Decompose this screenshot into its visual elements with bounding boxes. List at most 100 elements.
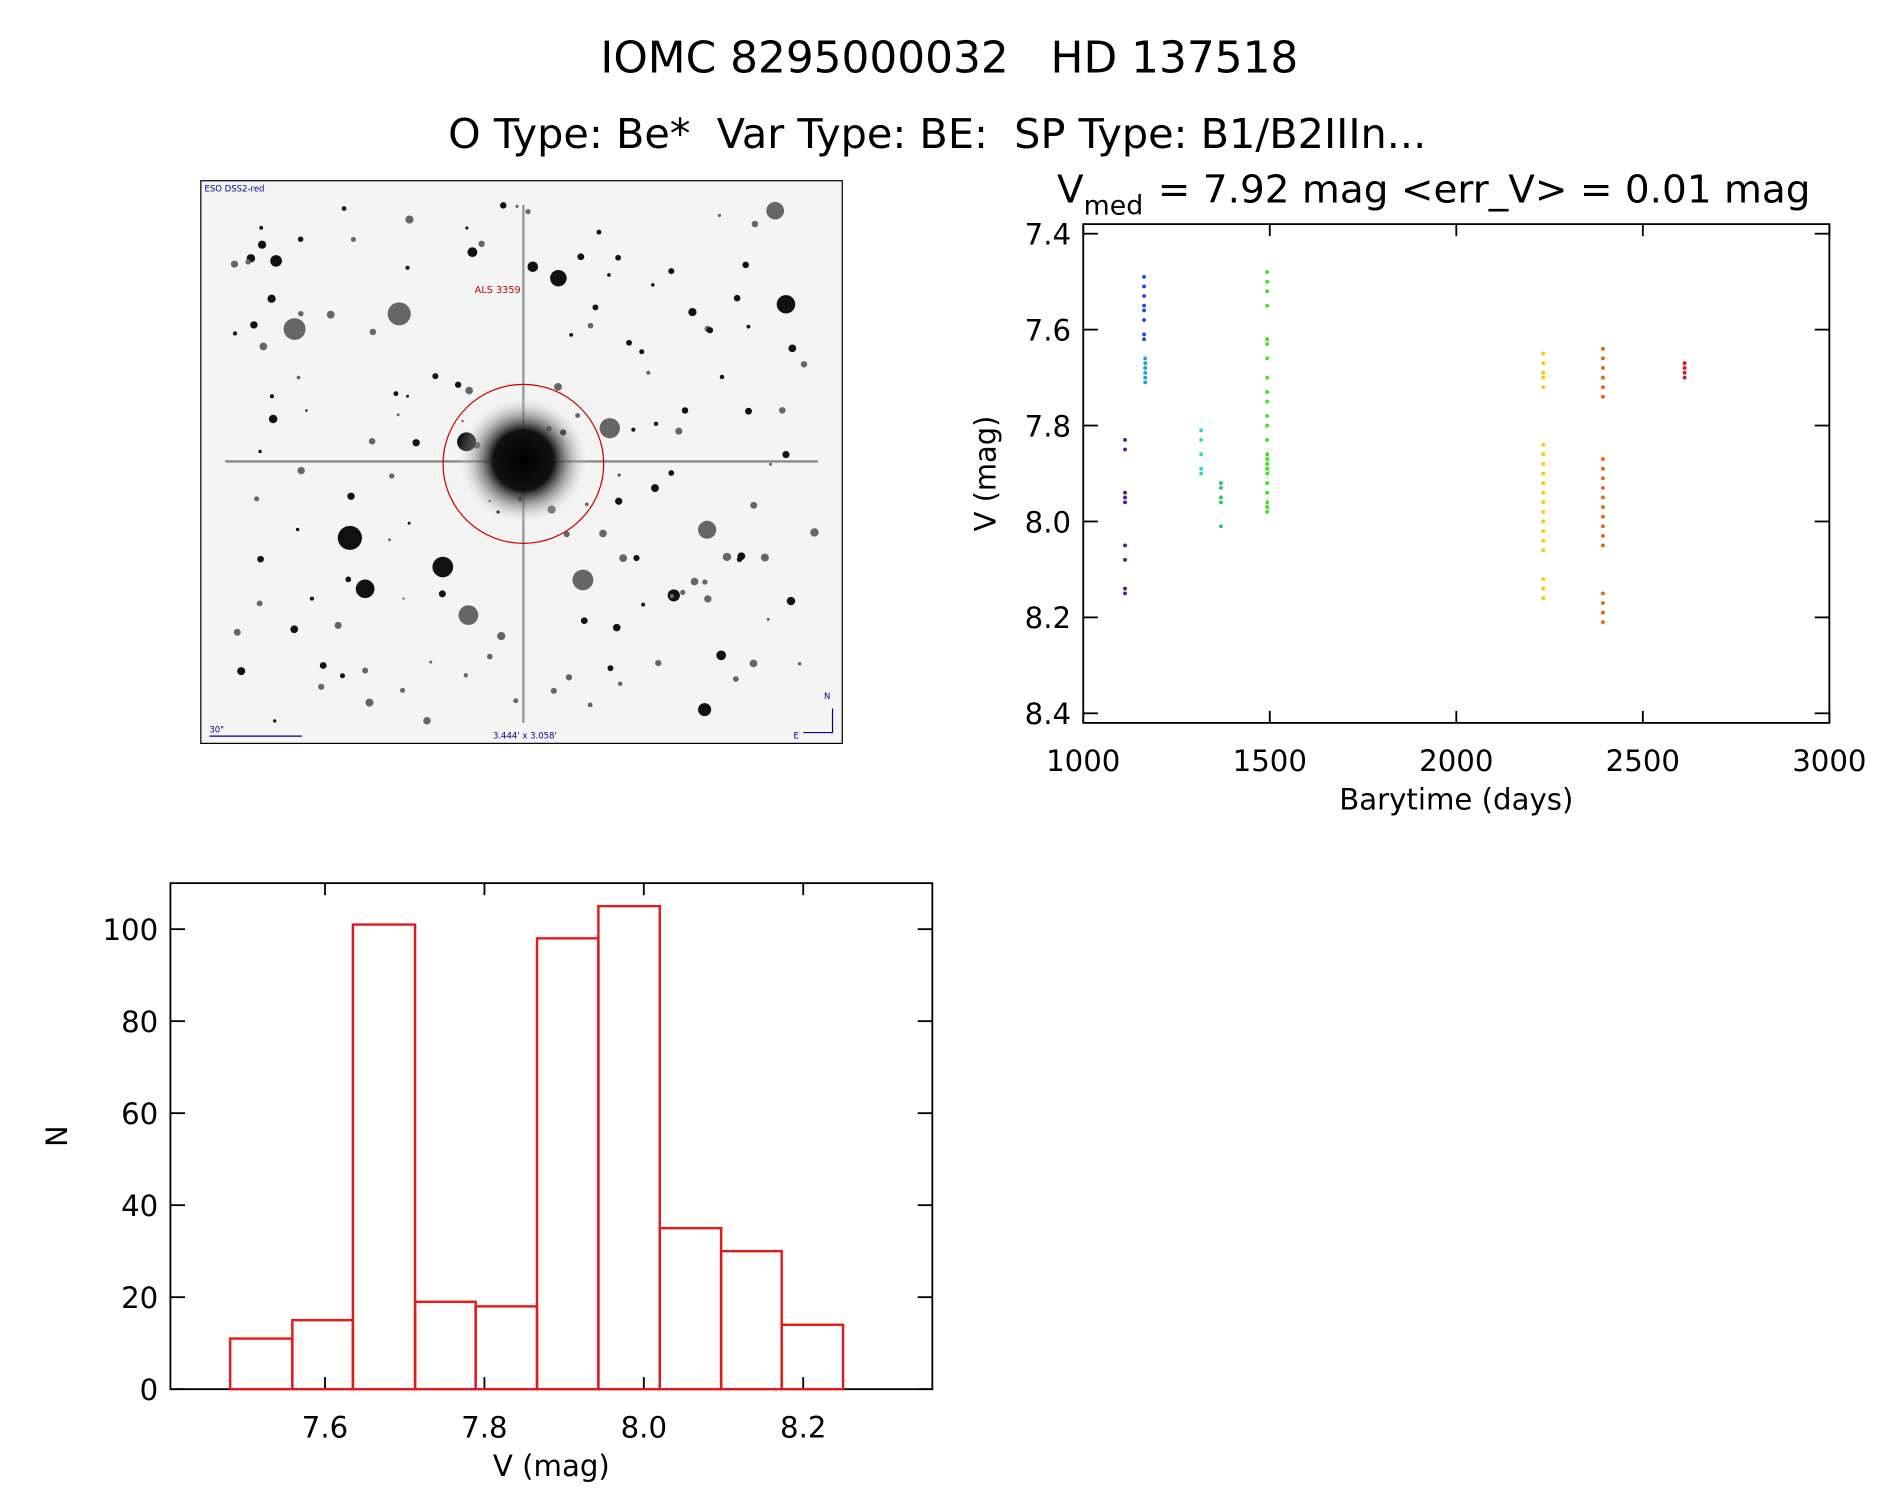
field-star [463, 673, 469, 678]
field-star [572, 569, 594, 591]
field-star [318, 683, 325, 690]
field-star [680, 589, 686, 596]
point [1541, 500, 1546, 505]
point [1541, 586, 1546, 591]
point [1123, 490, 1127, 495]
point [1541, 452, 1546, 457]
field-star [655, 659, 662, 667]
point [1541, 375, 1546, 380]
field-star [669, 593, 675, 599]
point [1265, 471, 1270, 476]
x-tick-label: 3000 [1792, 744, 1866, 778]
field-star [458, 605, 479, 625]
point [1265, 356, 1270, 361]
field-star [584, 502, 589, 507]
field-star [617, 473, 621, 477]
field-star [339, 673, 345, 679]
field-star [592, 304, 599, 311]
field-star [405, 215, 414, 224]
point [1265, 279, 1270, 284]
field-star [337, 525, 362, 550]
point [1142, 284, 1147, 289]
field-star [646, 370, 651, 375]
field-star [641, 602, 646, 607]
field-star [270, 255, 282, 267]
point [1600, 476, 1605, 481]
field-star [527, 261, 539, 272]
field-star [497, 632, 506, 641]
y-tick-label: 0 [140, 1373, 159, 1407]
field-star [737, 552, 746, 561]
y-tick-label: 7.6 [1025, 314, 1071, 348]
field-star [782, 451, 790, 459]
point [1541, 471, 1546, 476]
point [1265, 481, 1270, 486]
point [1541, 461, 1546, 466]
field-star [467, 247, 478, 258]
point [1600, 505, 1605, 510]
point [1143, 356, 1148, 361]
x-tick-label: 8.2 [780, 1411, 826, 1445]
point [1265, 509, 1270, 514]
object-label: ALS 3359 [475, 285, 521, 296]
y-tick-label: 8.2 [1025, 601, 1071, 635]
field-star [631, 427, 636, 432]
field-star [580, 617, 588, 625]
field-star [438, 590, 446, 598]
point [1123, 447, 1127, 452]
point [1541, 577, 1546, 581]
field-star [387, 302, 411, 326]
point [1143, 361, 1148, 366]
point [1123, 586, 1127, 591]
point [1600, 543, 1605, 548]
point [1123, 557, 1127, 562]
field-star [716, 650, 727, 661]
field-star [797, 661, 802, 666]
point [1143, 370, 1148, 375]
compass [803, 708, 834, 734]
field-star [587, 702, 593, 708]
point [1541, 370, 1546, 375]
field-star [702, 579, 708, 585]
field-star [347, 492, 355, 500]
point [1600, 385, 1605, 390]
point [1142, 332, 1147, 337]
hist-bar [474, 1305, 539, 1391]
field-star [402, 597, 405, 600]
field-star [267, 294, 276, 303]
field-star [256, 600, 263, 607]
field-star [309, 596, 314, 601]
field-star [334, 621, 342, 629]
field-star [633, 554, 640, 562]
x-axis-label: V (mag) [493, 1449, 610, 1483]
point [1600, 346, 1605, 351]
point [1265, 500, 1270, 505]
plot-frame [1082, 223, 1831, 724]
field-star [569, 332, 574, 337]
field-star [295, 527, 300, 532]
field-star [405, 265, 410, 270]
point [1143, 380, 1148, 385]
hist-bar [780, 1323, 845, 1391]
field-star [230, 260, 239, 268]
field-star [499, 202, 507, 209]
field-star [653, 421, 659, 427]
y-tick-label: 100 [102, 913, 158, 947]
point [1265, 270, 1270, 274]
field-star [760, 553, 769, 562]
x-tick-label: 1500 [1233, 744, 1307, 778]
field-star [257, 240, 267, 249]
field-star [800, 361, 808, 368]
field-star [298, 310, 304, 317]
point [1600, 466, 1605, 471]
field-star [746, 324, 751, 329]
point [1142, 274, 1147, 279]
field-star [319, 662, 327, 669]
field-star [389, 473, 395, 479]
field-star [575, 413, 581, 418]
point [1142, 308, 1147, 313]
point [1682, 375, 1687, 380]
point [1265, 337, 1270, 342]
point [1218, 485, 1223, 490]
